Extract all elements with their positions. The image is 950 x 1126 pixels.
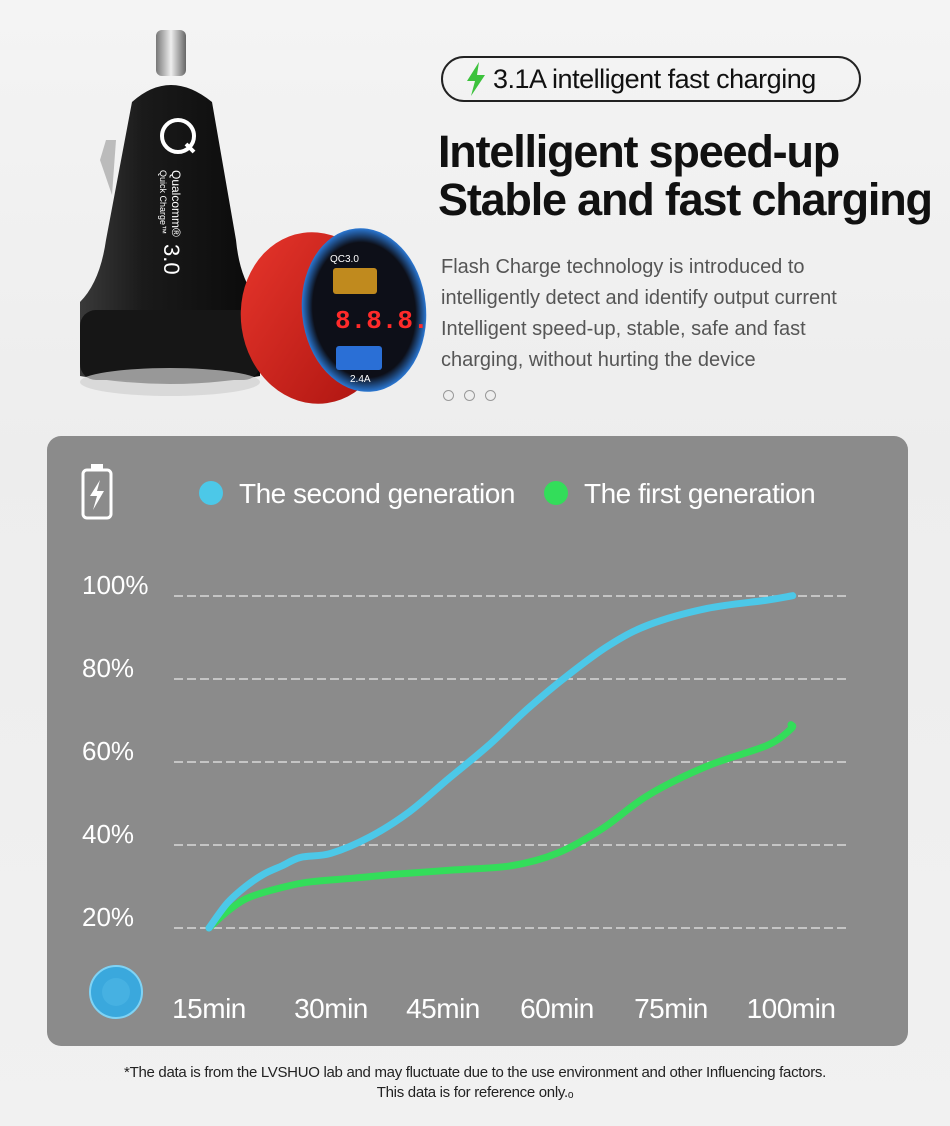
legend-label: The first generation [584, 478, 815, 509]
footnote-line-2: This data is for reference only.ₒ [376, 1084, 574, 1101]
hero-section: Qualcomm® Quick Charge™ 3.0 QC3.0 8.8.8.… [0, 0, 950, 430]
description: Flash Charge technology is introduced to… [441, 252, 931, 376]
description-line: Intelligent speed-up, stable, safe and f… [441, 318, 806, 340]
battery-icon [81, 464, 113, 520]
legend-marker [544, 481, 568, 505]
badge-text: 3.1A intelligent fast charging [493, 63, 816, 94]
x-tick-label: 15min [172, 993, 246, 1024]
product-port-label: QC3.0 [330, 254, 359, 265]
y-tick-label: 40% [82, 819, 134, 849]
description-line: intelligently detect and identify output… [441, 287, 837, 309]
y-tick-label: 80% [82, 653, 134, 683]
product-brand-text: Qualcomm® [169, 170, 183, 237]
x-tick-label: 45min [406, 993, 480, 1024]
y-tick-label: 60% [82, 736, 134, 766]
footnote: *The data is from the LVSHUO lab and may… [0, 1063, 950, 1103]
fast-charging-badge: 3.1A intelligent fast charging [441, 56, 861, 102]
lightning-icon [467, 62, 485, 96]
headline-line-1: Intelligent speed-up [438, 126, 840, 177]
description-line: charging, without hurting the device [441, 349, 756, 371]
headline-line-2: Stable and fast charging [438, 174, 933, 225]
carousel-dot[interactable] [443, 390, 454, 401]
description-line: Flash Charge technology is introduced to [441, 256, 805, 278]
series-line-first-generation [205, 721, 797, 932]
charging-chart: The second generation The first generatio… [81, 464, 847, 1024]
x-tick-label: 60min [520, 993, 594, 1024]
legend-marker [199, 481, 223, 505]
y-tick-label: 100% [82, 570, 149, 600]
legend-label: The second generation [239, 478, 515, 509]
headline: Intelligent speed-up Stable and fast cha… [438, 126, 933, 225]
product-version-text: 3.0 [159, 244, 184, 275]
car-charger-image: Qualcomm® Quick Charge™ 3.0 QC3.0 8.8.8.… [80, 30, 429, 404]
carousel-dot[interactable] [485, 390, 496, 401]
product-amp-label: 2.4A [350, 374, 371, 385]
chart-panel: The second generation The first generatio… [47, 436, 908, 1046]
carousel-dots [443, 390, 496, 401]
series-line-second-generation [205, 592, 797, 932]
x-tick-label: 100min [747, 993, 836, 1024]
metal-disc-icon [89, 965, 143, 1019]
product-line-text: Quick Charge™ [158, 170, 168, 234]
footnote-line-1: *The data is from the LVSHUO lab and may… [124, 1064, 826, 1081]
y-tick-label: 20% [82, 902, 134, 932]
carousel-dot[interactable] [464, 390, 475, 401]
x-tick-label: 30min [294, 993, 368, 1024]
product-display-text: 8.8.8. [335, 306, 429, 336]
x-tick-label: 75min [634, 993, 708, 1024]
